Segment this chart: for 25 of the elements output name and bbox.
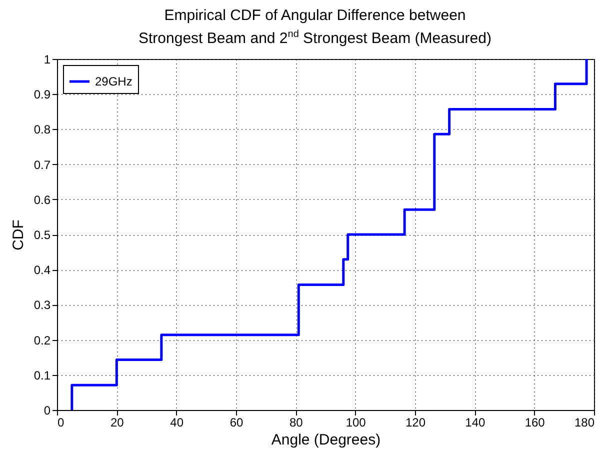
x-tick-label: 0 (58, 416, 64, 430)
y-tick-label: 0.2 (34, 333, 51, 348)
y-tick-label: 0.4 (34, 263, 51, 278)
y-tick-label: 0.9 (34, 88, 51, 102)
x-axis-title: Angle (Degrees) (271, 432, 381, 448)
y-tick-label: 0.6 (34, 192, 51, 207)
x-tick-label: 20 (110, 416, 124, 430)
y-tick-label: 0.1 (34, 368, 51, 382)
x-tick-label: 120 (405, 416, 426, 430)
y-axis-title: CDF (10, 220, 27, 250)
y-tick-label: 0.5 (34, 228, 51, 242)
y-tick-label: 0.3 (34, 298, 51, 312)
y-tick-label: 0.8 (34, 122, 51, 137)
x-tick-label: 160 (524, 416, 546, 430)
x-tick-label: 180 (574, 416, 595, 430)
x-tick-label: 60 (230, 416, 244, 430)
x-tick-label: 80 (289, 416, 304, 430)
y-tick-label: 0 (44, 404, 51, 418)
y-tick-label: 1 (44, 52, 51, 66)
chart-title: Empirical CDF of Angular Difference between Strongest Beam and 2$^{nd}$ Strongest Beam (Measured) (138, 6, 492, 48)
x-tick-label: 40 (170, 416, 184, 430)
y-tick-label: 0.7 (34, 158, 51, 172)
legend-label: 29GHz (95, 74, 132, 88)
x-tick-label: 140 (465, 416, 486, 430)
x-tick-label: 100 (346, 416, 366, 430)
